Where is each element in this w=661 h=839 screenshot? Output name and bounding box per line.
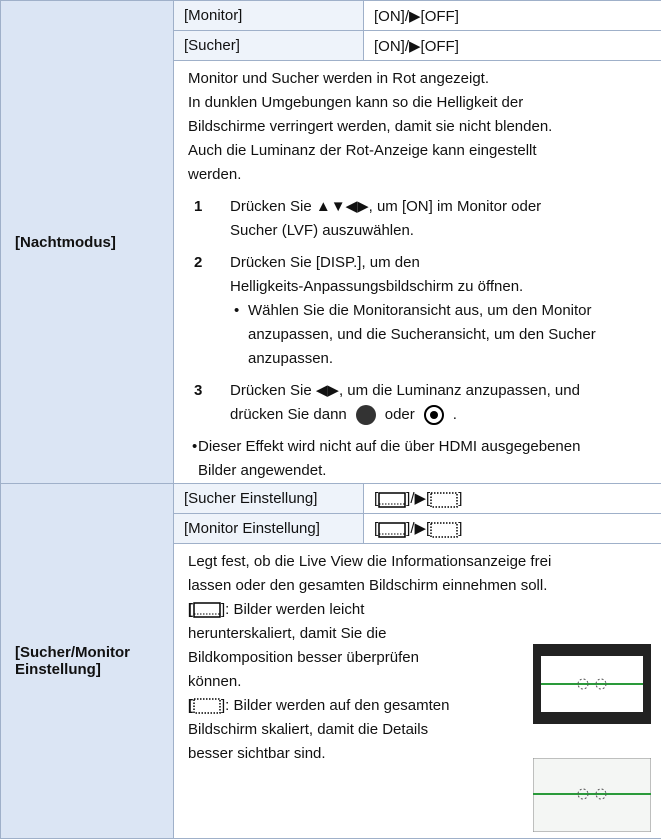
text-part: Bildschirm skaliert, damit die Details — [188, 721, 428, 738]
text-line: Legt fest, ob die Live View die Informat… — [188, 550, 651, 574]
step-number: 2 — [194, 251, 202, 275]
text-line: anzupassen, und die Sucheransicht, um de… — [248, 323, 651, 347]
text-line: lassen oder den gesamten Bildschirm einn… — [188, 574, 651, 598]
text-line: Monitor und Sucher werden in Rot angezei… — [188, 67, 651, 91]
setting-name: [Sucher Einstellung] — [174, 484, 364, 514]
step: 3 Drücken Sie ◀▶, um die Luminanz anzupas… — [188, 379, 651, 427]
text-line: Dieser Effekt wird nicht auf die über HD… — [198, 435, 651, 459]
frame-icon — [193, 698, 221, 714]
text-part: drücken Sie dann — [230, 406, 347, 423]
section-label: [Nachtmodus] — [1, 1, 174, 484]
text-line: drücken Sie dann oder. — [230, 403, 651, 427]
frame-icon — [430, 522, 458, 538]
setting-name: [Sucher] — [174, 31, 364, 61]
text-part: besser sichtbar sind. — [188, 745, 326, 762]
text-part: Bildkomposition besser überprüfen — [188, 649, 419, 666]
bullet-item: Wählen Sie die Monitoransicht aus, um de… — [230, 299, 651, 371]
text-line: herunterskaliert, damit Sie die — [188, 622, 651, 646]
step: 1 Drücken Sie ▲▼◀▶, um [ON] im Monitor od… — [188, 195, 651, 243]
setting-name: [Monitor Einstellung] — [174, 514, 364, 544]
bullet-item: Dieser Effekt wird nicht auf die über HD… — [188, 435, 651, 483]
frame-icon — [378, 522, 406, 538]
text-part: ]: Bilder werden leicht — [221, 601, 364, 618]
step-number: 3 — [194, 379, 202, 403]
text-part: können. — [188, 673, 241, 690]
text-line: Sucher (LVF) auszuwählen. — [230, 219, 651, 243]
text-part: ]/▶[ — [406, 490, 430, 507]
text-part: ] — [458, 520, 462, 537]
section-label: [Sucher/Monitor Einstellung] — [1, 484, 174, 839]
description: Legt fest, ob die Live View die Informat… — [174, 544, 661, 839]
setting-value: [ON]/▶[OFF] — [364, 1, 661, 31]
text-line: Auch die Luminanz der Rot-Anzeige kann e… — [188, 139, 651, 163]
setting-value: [ON]/▶[OFF] — [364, 31, 661, 61]
text-line: werden. — [188, 163, 651, 187]
frame-icon — [378, 492, 406, 508]
page: {"sections": [ {"label": "[Nachtmodus]",… — [0, 0, 661, 798]
menu-set-icon — [353, 404, 379, 426]
text-part: ] — [458, 490, 462, 507]
screen-thumbnail — [533, 644, 651, 724]
text-line: anzupassen. — [248, 347, 651, 371]
frame-icon — [193, 602, 221, 618]
text-part: ]/▶[ — [406, 520, 430, 537]
setting-value: []/▶[] — [364, 484, 661, 514]
text-line: Drücken Sie [DISP.], um den — [230, 251, 651, 275]
step-number: 1 — [194, 195, 202, 219]
text-line: Bildschirme verringert werden, damit sie… — [188, 115, 651, 139]
text-line: Drücken Sie ▲▼◀▶, um [ON] im Monitor ode… — [230, 195, 651, 219]
screen-thumbnail — [533, 758, 651, 832]
text-line: Helligkeits-Anpassungsbildschirm zu öffn… — [230, 275, 651, 299]
text-line: Drücken Sie ◀▶, um die Luminanz anzupass… — [230, 379, 651, 403]
text-line: []: Bilder werden leicht — [188, 598, 651, 622]
text-part: herunterskaliert, damit Sie die — [188, 625, 386, 642]
text-part: oder — [385, 406, 415, 423]
text-line: Bilder angewendet. — [198, 459, 651, 483]
text-part: ]: Bilder werden auf den gesamten — [221, 697, 449, 714]
frame-icon — [430, 492, 458, 508]
dial-icon — [421, 404, 447, 426]
text-line: In dunklen Umgebungen kann so die Hellig… — [188, 91, 651, 115]
text-part: . — [453, 406, 457, 423]
setting-value: []/▶[] — [364, 514, 661, 544]
text-line: Wählen Sie die Monitoransicht aus, um de… — [248, 299, 651, 323]
setting-name: [Monitor] — [174, 1, 364, 31]
description: Monitor und Sucher werden in Rot angezei… — [174, 61, 661, 484]
